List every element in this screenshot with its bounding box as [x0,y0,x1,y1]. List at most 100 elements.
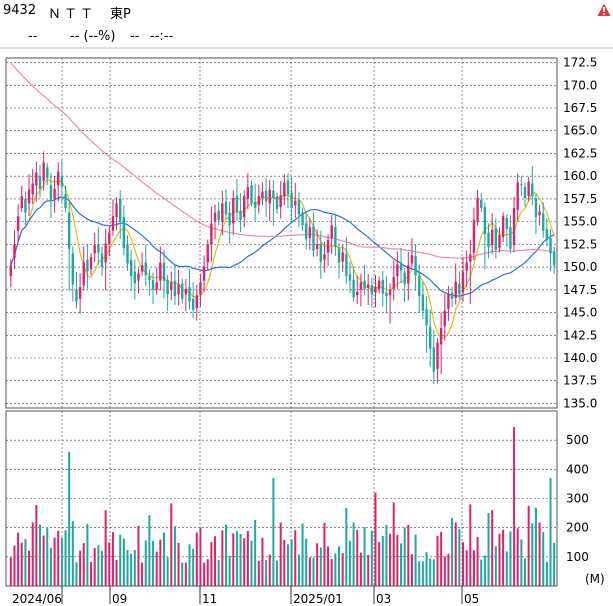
volume-bar [97,545,100,586]
volume-bar [400,543,403,586]
candle-body [82,262,85,286]
volume-bars [9,427,556,586]
candle-body [458,283,461,295]
candle-body [9,265,13,277]
candle-body [396,264,399,277]
candle-body [297,199,301,215]
candle-body [60,176,64,187]
date-tick-label: 09 [112,592,127,606]
volume-bar [352,522,355,586]
candle-body [253,201,257,208]
volume-bar [181,562,184,586]
volume-bar [243,538,246,586]
candle-body [476,198,479,222]
candle-body [181,283,184,299]
volume-bar [239,533,242,586]
volume-bar [462,542,465,586]
volume-bar [472,550,475,586]
candle-body [111,216,115,231]
candle-body [450,292,454,299]
candle-body [531,183,534,197]
candle-body [542,213,545,231]
volume-bar [454,522,457,586]
candle-body [315,244,319,249]
volume-bar [115,559,118,586]
volume-bar [319,547,322,586]
quote-header: 9432 ＮＴＴ 東P -- -- (--%) -- --:-- [0,0,613,48]
candle-body [377,280,381,289]
candle-body [140,265,144,272]
volume-bar [210,542,213,586]
volume-bar [90,562,93,586]
volume-bar [13,545,16,586]
candle-body [312,226,315,251]
volume-bar [370,530,373,586]
volume-bar [341,553,344,586]
volume-bar [396,534,399,586]
volume-bar [549,478,552,586]
candle-body [239,210,242,220]
volume-bar [338,546,341,586]
candle-body [414,256,417,276]
volume-bar [527,505,530,586]
volume-bar [162,532,165,586]
volume-bar [308,557,311,586]
volume-bar [356,529,359,586]
price-tick-label: 170.0 [563,78,597,92]
candle-body [330,225,333,238]
candle-body [520,184,523,186]
volume-bar [257,561,260,586]
volume-bar [509,531,512,586]
candle-body [443,310,446,327]
volume-bar [297,554,300,586]
candle-body [388,289,392,296]
candle-body [206,244,209,263]
volume-bar [195,532,198,586]
volume-unit-label: (M) [585,572,605,586]
candle-body [483,207,487,235]
candle-body [363,280,366,289]
volume-bar [38,524,41,586]
volume-bar [524,558,527,586]
candle-body [465,262,468,271]
volume-bar [137,525,140,586]
volume-bar [49,547,52,586]
candle-body [407,265,410,284]
candle-body [155,282,158,290]
candle-body [469,254,472,262]
volume-tick-label: 100 [566,550,589,564]
volume-bar [330,559,333,586]
volume-bar [305,538,308,586]
candle-body [224,201,228,215]
volume-panel-frame [5,410,558,587]
candle-body [122,217,126,248]
warning-icon[interactable] [597,3,611,17]
volume-bar [217,559,220,586]
price-tick-label: 147.5 [563,283,597,297]
candle-body [385,292,388,297]
candle-body [261,191,264,198]
date-tick-label: 2024/06 [12,592,62,606]
volume-bar [476,536,479,586]
candle-body [286,180,290,195]
candle-body [301,212,304,226]
volume-bar [480,559,483,586]
volume-bar [465,550,468,586]
candle-body [49,185,53,200]
volume-bar [152,540,155,586]
volume-bar [133,550,136,586]
candle-body [534,198,538,218]
candle-body [501,216,505,238]
candle-body [191,298,195,310]
candle-body [366,284,370,288]
volume-bar [425,552,428,586]
candle-body [115,203,118,218]
volume-bar [272,478,275,586]
candle-body [283,182,286,197]
volume-bar [534,507,537,586]
candle-body [166,279,169,295]
volume-bar [345,507,348,586]
volume-bar [553,542,556,586]
candle-body [374,287,377,293]
candle-body [348,274,352,281]
